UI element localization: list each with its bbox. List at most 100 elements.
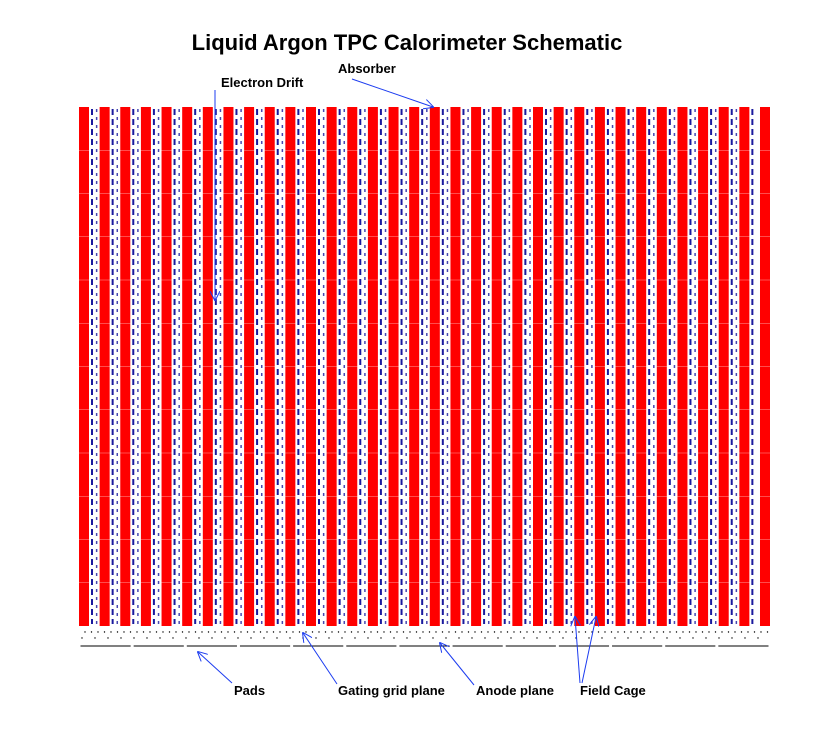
gating-grid-wire [578, 631, 580, 633]
anode-wire [614, 637, 616, 639]
anode-wire [172, 637, 174, 639]
gating-grid-wire [214, 631, 216, 633]
gating-grid-wire [220, 631, 223, 633]
anode-wire [432, 637, 434, 639]
gating-grid-wire [448, 631, 450, 633]
gating-grid-wire [422, 631, 424, 633]
pads-arrow [198, 652, 233, 684]
gating-grid-wire [305, 631, 307, 633]
gating-grid-wire [116, 631, 119, 633]
gating-grid-wire [734, 631, 736, 633]
gating-grid-wire [584, 631, 587, 633]
gating-grid-wire [617, 631, 619, 633]
anode-wire [237, 637, 239, 639]
gating-grid-wire [285, 631, 288, 633]
gating-grid-wire [428, 631, 431, 633]
gating-grid-wire [480, 631, 483, 633]
field-cage-wires [91, 109, 754, 624]
gating-grid-wire [298, 631, 301, 633]
gating-grid-wire [337, 631, 340, 633]
gating-grid-wire [695, 631, 697, 633]
gating-grid-wire [643, 631, 645, 633]
gating-grid-wire [259, 631, 262, 633]
gating-grid-wire [565, 631, 567, 633]
gating-grid-wire [669, 631, 671, 633]
anode-wire [549, 637, 551, 639]
gating-grid-wire [90, 631, 93, 633]
gating-grid-wire [708, 631, 710, 633]
gating-grid-wire [227, 631, 229, 633]
field-cage-label: Field Cage [580, 683, 646, 698]
gating-grid-wire [474, 631, 476, 633]
gating-grid-wire [246, 631, 249, 633]
gating-grid-wire [662, 631, 665, 633]
anode-wire [159, 637, 161, 639]
gating-grid-wire [181, 631, 184, 633]
gating-grid-wire [493, 631, 496, 633]
anode-wire [718, 637, 720, 639]
anode-wire [692, 637, 694, 639]
gating-grid-wire [129, 631, 132, 633]
gating-grid-wire [162, 631, 164, 633]
anode-wire [302, 637, 304, 639]
gating-grid-wire [415, 631, 418, 633]
anode-wire [315, 637, 317, 639]
gating-grid-wire [396, 631, 398, 633]
anode-wire [588, 637, 590, 639]
gating-grid-wire [454, 631, 457, 633]
gating-grid-wire [84, 631, 86, 633]
anode-wire [289, 637, 291, 639]
gating-grid-wire [597, 631, 600, 633]
gating-grid-wire [279, 631, 281, 633]
gating-grid-wire [532, 631, 535, 633]
absorber-stack [79, 107, 770, 626]
gating-grid-wire [441, 631, 444, 633]
absorber-label: Absorber [338, 61, 396, 76]
gating-grid-wire [753, 631, 756, 633]
anode-arrow [440, 643, 475, 686]
gating-grid-wire [721, 631, 723, 633]
gating-grid-wire [727, 631, 730, 633]
gating-grid-wire [376, 631, 379, 633]
anode-wire [393, 637, 395, 639]
anode-wire [523, 637, 525, 639]
gating-grid-wire [194, 631, 197, 633]
electron-drift-label: Electron Drift [221, 75, 304, 90]
anode-wire [276, 637, 278, 639]
anode-wire [107, 637, 109, 639]
gating-grid-wire [545, 631, 548, 633]
gating-grid-wire [506, 631, 509, 633]
anode-wire [354, 637, 356, 639]
gating-grid-wire [558, 631, 561, 633]
anode-wire [81, 637, 83, 639]
gating-grid-wire [461, 631, 463, 633]
anode-wire [185, 637, 187, 639]
anode-wire [536, 637, 538, 639]
gating-grid-label: Gating grid plane [338, 683, 445, 698]
anode-wire [666, 637, 668, 639]
gating-grid-wire [656, 631, 658, 633]
anode-wire [653, 637, 655, 639]
anode-wire [198, 637, 200, 639]
anode-wire [640, 637, 642, 639]
gating-grid-wire [344, 631, 346, 633]
gating-grid-wire [97, 631, 99, 633]
anode-wire [679, 637, 681, 639]
gating-grid-wire [233, 631, 236, 633]
anode-wire [328, 637, 330, 639]
gating-grid-wire [630, 631, 632, 633]
gating-grid-wire [519, 631, 522, 633]
gating-grid-wire [526, 631, 528, 633]
gating-grid-wire [266, 631, 268, 633]
gating-grid-wire [363, 631, 366, 633]
gating-grid-wire [714, 631, 717, 633]
anode-wire [224, 637, 226, 639]
anode-wire [380, 637, 382, 639]
gating-grid-wire [168, 631, 171, 633]
gating-grid-wire [467, 631, 470, 633]
anode-wire [705, 637, 707, 639]
gating-grid-wire [636, 631, 639, 633]
gating-grid-wire [142, 631, 145, 633]
gating-grid-wire [571, 631, 574, 633]
